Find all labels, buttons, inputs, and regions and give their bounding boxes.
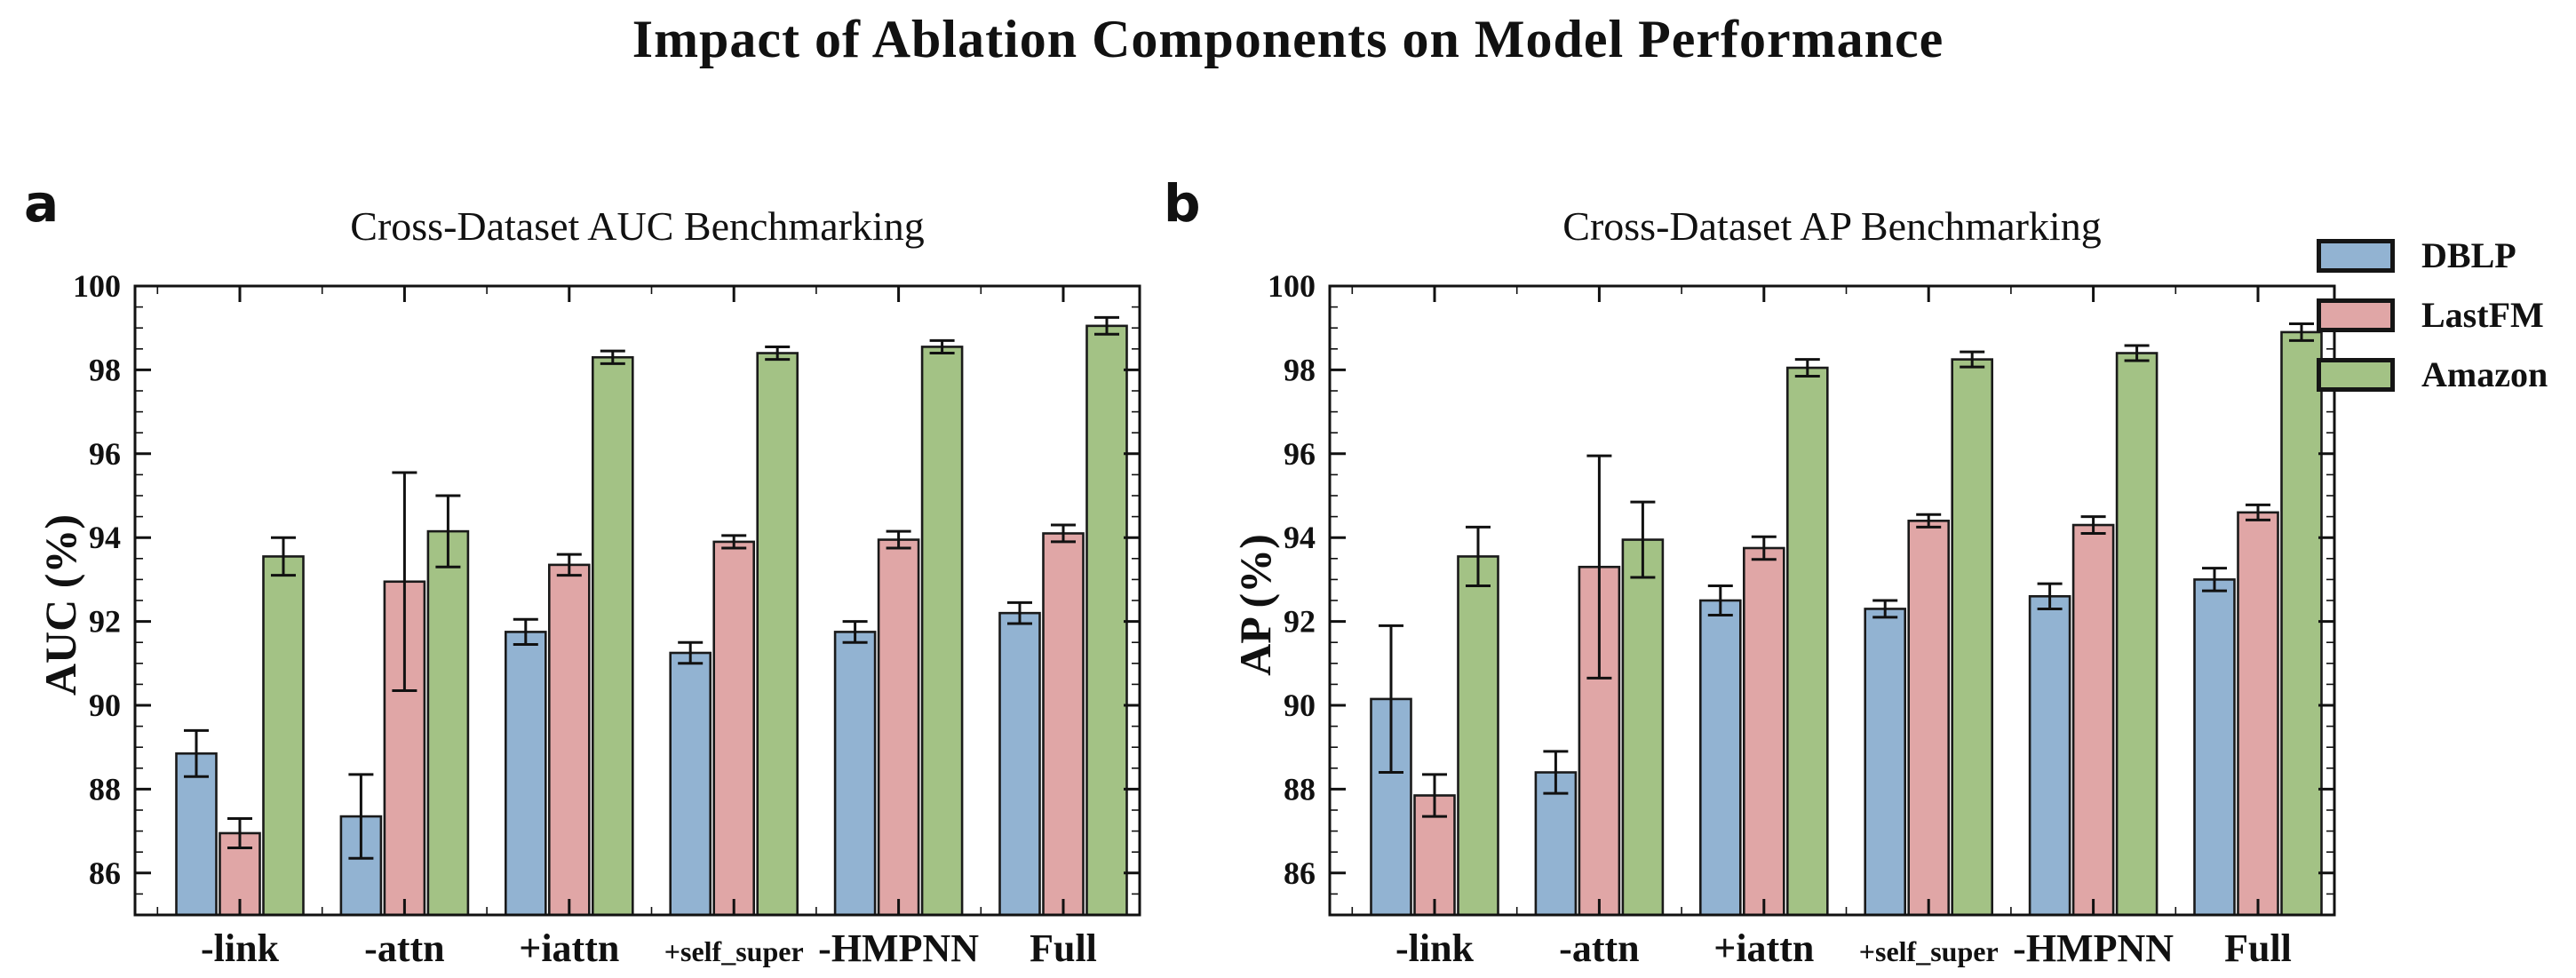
- bar-amazon-+self_super: [756, 352, 799, 917]
- chart-b-title: Cross-Dataset AP Benchmarking: [1562, 203, 2102, 249]
- bar-lastfm-+iattn: [547, 563, 591, 917]
- bar-amazon-Full: [2280, 330, 2323, 917]
- ytick-label: 86: [1284, 855, 1316, 891]
- bar-lastfm-+self_super: [1907, 520, 1950, 917]
- ytick-label: 92: [1284, 604, 1316, 640]
- ytick-label: 90: [89, 688, 121, 723]
- legend-label-lastfm: LastFM: [2421, 295, 2544, 335]
- panel-label-b: b: [1164, 173, 1201, 234]
- ytick-label: 100: [73, 268, 121, 304]
- ytick-label: 88: [89, 771, 121, 807]
- ytick-label: 94: [1284, 520, 1316, 555]
- ytick-label: 94: [89, 520, 121, 555]
- bar-amazon-Full: [1085, 324, 1128, 917]
- chart-a-title: Cross-Dataset AUC Benchmarking: [350, 203, 925, 249]
- legend-swatch-dblp: [2317, 239, 2395, 273]
- xtick-label--link: -link: [201, 926, 280, 970]
- bar-amazon-+iattn: [1786, 366, 1829, 917]
- bar-dblp-Full: [2193, 578, 2236, 917]
- xtick-label-+self_super: +self_super: [664, 935, 804, 967]
- xtick-label-+iattn: +iattn: [519, 926, 619, 970]
- bar-lastfm-Full: [1042, 532, 1085, 917]
- ytick-label: 86: [89, 855, 121, 891]
- bar-amazon--attn: [1621, 538, 1665, 917]
- bar-lastfm-+self_super: [712, 540, 756, 917]
- legend-item-dblp: DBLP: [2317, 238, 2548, 274]
- bar-lastfm-Full: [2237, 511, 2279, 917]
- bar-dblp-+self_super: [1864, 608, 1906, 917]
- legend-item-lastfm: LastFM: [2317, 298, 2548, 333]
- xtick-label-Full: Full: [1030, 926, 1097, 970]
- xtick-label--HMPNN: -HMPNN: [818, 926, 979, 970]
- xtick-label-Full: Full: [2224, 926, 2292, 970]
- bar-amazon--link: [262, 555, 305, 917]
- ytick-label: 98: [1284, 352, 1316, 387]
- bar-dblp-+self_super: [669, 651, 712, 917]
- xtick-label--attn: -attn: [364, 926, 444, 970]
- ytick-label: 92: [89, 604, 121, 640]
- bar-amazon-+iattn: [591, 355, 634, 917]
- ytick-label: 96: [89, 436, 121, 472]
- chart-b: 86 88 90 92 94 96 98 100 -link -attn +iattn +self_s…: [1268, 268, 2336, 970]
- xtick-label--attn: -attn: [1559, 926, 1639, 970]
- bar-amazon--link: [1457, 555, 1499, 917]
- legend-label-amazon: Amazon: [2421, 354, 2548, 394]
- bar-lastfm--HMPNN: [2071, 523, 2115, 917]
- ytick-label: 100: [1268, 268, 1316, 304]
- bar-amazon--HMPNN: [920, 346, 964, 917]
- legend-item-amazon: Amazon: [2317, 357, 2548, 393]
- legend-swatch-lastfm: [2317, 298, 2395, 332]
- bar-dblp-+iattn: [1699, 599, 1742, 917]
- bar-amazon--HMPNN: [2115, 352, 2159, 917]
- xtick-label-+self_super: +self_super: [1859, 935, 1999, 967]
- ytick-label: 88: [1284, 771, 1316, 807]
- legend-swatch-amazon: [2317, 358, 2395, 392]
- legend-label-dblp: DBLP: [2421, 235, 2516, 275]
- bar-lastfm--attn: [383, 580, 426, 917]
- bar-dblp--HMPNN: [833, 631, 877, 917]
- ytick-label: 90: [1284, 688, 1316, 723]
- chart-a: 86 88 90 92 94 96 98 100 -link -attn +iattn +self_s…: [73, 268, 1141, 970]
- bar-dblp--HMPNN: [2028, 594, 2071, 917]
- legend: DBLP LastFM Amazon: [2317, 238, 2548, 417]
- bar-lastfm-+iattn: [1743, 546, 1785, 917]
- bar-dblp-+iattn: [504, 631, 547, 917]
- ytick-label: 98: [89, 352, 121, 387]
- ytick-label: 96: [1284, 436, 1316, 472]
- figure-title: Impact of Ablation Components on Model P…: [632, 10, 1944, 68]
- panel-label-a: a: [24, 173, 60, 234]
- bar-lastfm--HMPNN: [877, 538, 920, 917]
- bar-dblp-Full: [998, 611, 1041, 917]
- bar-dblp--link: [175, 751, 218, 917]
- xtick-label--link: -link: [1395, 926, 1475, 970]
- bar-amazon--attn: [426, 529, 470, 917]
- xtick-label--HMPNN: -HMPNN: [2013, 926, 2174, 970]
- xtick-label-+iattn: +iattn: [1713, 926, 1814, 970]
- bar-amazon-+self_super: [1951, 358, 1993, 917]
